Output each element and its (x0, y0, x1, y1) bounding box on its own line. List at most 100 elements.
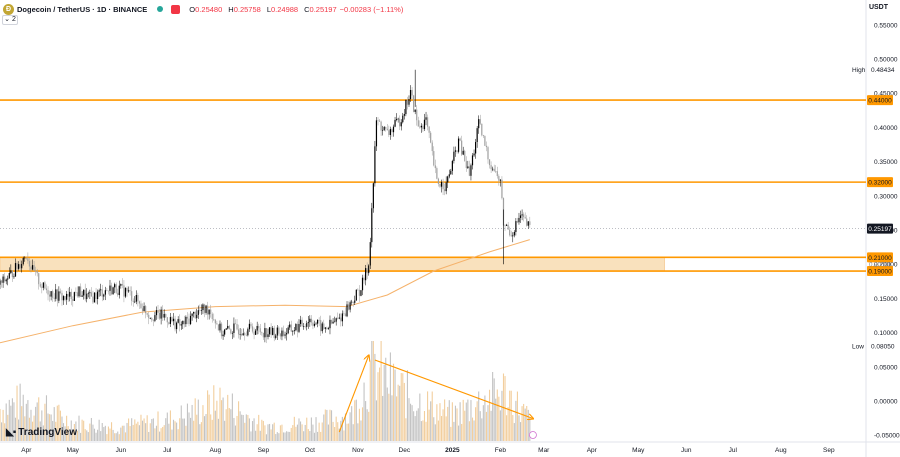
volume-bar (416, 410, 418, 441)
volume-bar (247, 414, 249, 441)
moving-average (0, 239, 530, 344)
candle-body (256, 325, 258, 331)
candle-body (360, 290, 362, 296)
volume-bar (190, 417, 192, 441)
currency-label[interactable]: USDT (868, 4, 888, 11)
volume-bar (286, 431, 288, 441)
candle-body (371, 208, 373, 243)
volume-bar (126, 422, 128, 441)
candle-body (375, 120, 378, 147)
volume-bar (374, 353, 376, 441)
candle-body (312, 322, 314, 326)
volume-bar (5, 403, 7, 441)
volume-bar (10, 405, 12, 441)
volume-bar (22, 394, 24, 441)
candle-body (110, 285, 113, 295)
volume-bar (0, 422, 3, 441)
volume-bar (146, 415, 148, 441)
candle-body (101, 289, 103, 297)
volume-bar (129, 426, 131, 441)
volume-bar (433, 417, 435, 441)
candle-body (518, 217, 520, 223)
volume-bar (78, 415, 80, 441)
volume-bar (138, 425, 140, 441)
candle-body (100, 289, 102, 291)
candle-body (476, 128, 478, 143)
level-price-tag: 0.32000 (868, 180, 892, 187)
y-tick-label: 0.00000 (874, 398, 898, 405)
candle-body (149, 318, 151, 319)
candle-body (47, 290, 49, 295)
candle-body (484, 136, 486, 146)
candle-body (141, 308, 144, 312)
candle-body (168, 322, 170, 324)
candle-body (239, 333, 241, 335)
flag-icon[interactable] (171, 4, 181, 14)
candle-body (62, 296, 65, 301)
candlesticks (0, 69, 531, 344)
volume-bar (420, 421, 422, 441)
tradingview-logo[interactable]: ◣▪ TradingView (6, 427, 77, 438)
candle-body (0, 280, 3, 283)
trend-arrow[interactable] (338, 356, 368, 433)
volume-bar (439, 403, 441, 441)
time-axis[interactable]: Apr May Jun Jul Aug Sep Oct Nov Dec 2025 Feb Mar Apr… (21, 447, 835, 454)
candle-body (126, 288, 128, 292)
candle-body (244, 333, 246, 335)
volume-bar (45, 395, 48, 441)
annotation-arrows[interactable] (338, 356, 533, 433)
candle-body (318, 319, 320, 321)
candle-body (403, 114, 405, 116)
candle-body (431, 142, 433, 152)
volume-bar (131, 418, 133, 441)
candle-body (208, 309, 210, 315)
volume-bar (471, 417, 474, 441)
volume-bar (453, 421, 455, 441)
candle-body (394, 119, 396, 127)
volume-bar (346, 423, 348, 441)
candle-body (2, 276, 4, 283)
volume-bar (217, 418, 219, 441)
volume-bar (295, 426, 297, 441)
volume-bar (135, 423, 137, 441)
candle-body (224, 329, 226, 335)
volume-bar (61, 416, 63, 441)
high-marker-label: High (852, 67, 866, 74)
candle-body (281, 330, 283, 337)
ohlc-open: O0.25480 (189, 4, 223, 14)
candle-body (227, 325, 229, 329)
candle-body (284, 334, 286, 336)
candle-body (374, 146, 376, 184)
volume-bar (307, 429, 309, 441)
volume-bar (128, 418, 130, 441)
trend-arrow[interactable] (374, 359, 533, 419)
candle-body (55, 289, 57, 299)
candle-body (69, 291, 71, 297)
candle-body (332, 321, 334, 324)
indicators-toggle[interactable]: ⌄ 2 (2, 15, 18, 25)
volume-bar (42, 425, 44, 441)
volume-bar (329, 409, 331, 441)
volume-bar (207, 390, 209, 441)
volume-bar (481, 418, 483, 441)
volume-bar (409, 403, 412, 441)
candle-body (109, 285, 111, 291)
volume-bar (93, 428, 96, 441)
volume-bar (81, 419, 83, 441)
candle-body (296, 324, 299, 332)
volume-bar (28, 417, 30, 441)
x-tick-label: Apr (21, 447, 32, 454)
volume-bar (484, 395, 486, 441)
symbol-title[interactable]: Dogecoin / TetherUS · 1D · BINANCE (17, 4, 148, 14)
volume-bar (406, 370, 408, 441)
volume-bar (529, 417, 531, 441)
candle-body (13, 276, 15, 278)
candle-body (330, 319, 333, 324)
candle-body (313, 323, 316, 326)
volume-bar (461, 423, 463, 441)
candle-body (197, 310, 199, 315)
level-price-tag-bg (867, 177, 893, 188)
volume-bar (389, 352, 391, 441)
y-tick-label: 0.45000 (874, 91, 898, 98)
